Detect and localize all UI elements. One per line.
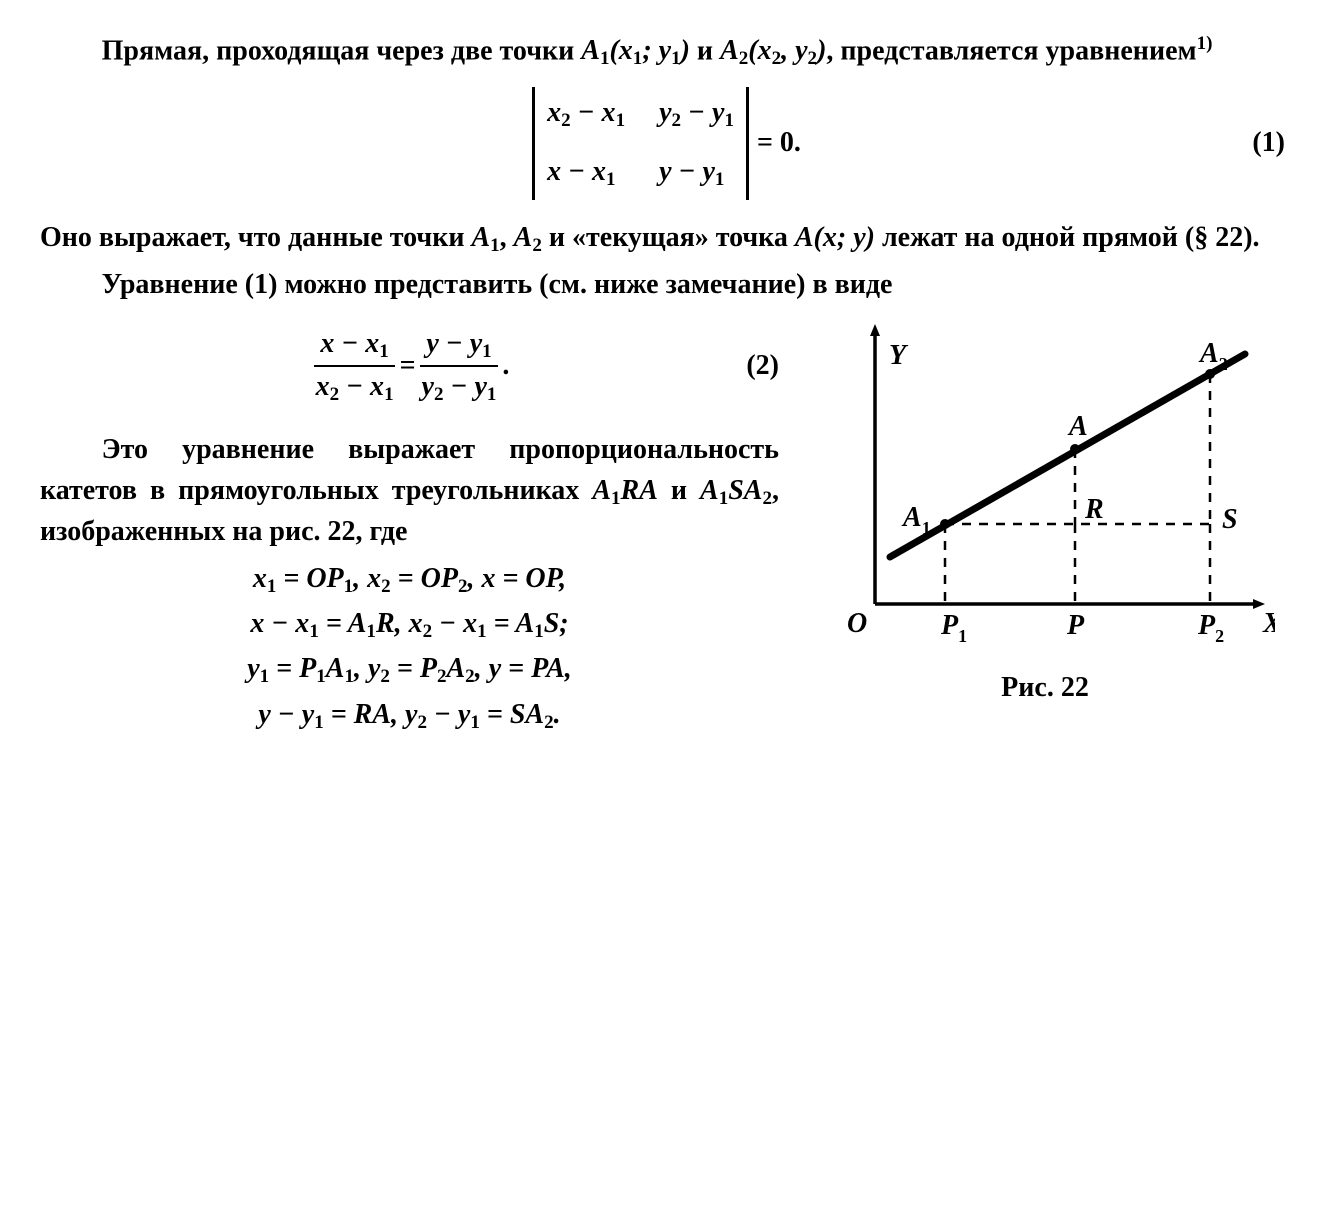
- svg-text:A1: A1: [901, 502, 931, 538]
- eq-number-2: (2): [746, 346, 779, 387]
- svg-text:R: R: [1084, 494, 1104, 525]
- svg-text:A: A: [1067, 411, 1088, 442]
- para-colinear: Оно выражает, что данные точки A1, A2 и …: [40, 218, 1285, 259]
- svg-text:Y: Y: [889, 340, 909, 371]
- svg-text:S: S: [1222, 504, 1238, 535]
- equation-2-fraction: x − x1 x2 − x1 = y − y1 y2 − y1 . (2): [40, 324, 779, 409]
- figure-caption: Рис. 22: [805, 668, 1285, 709]
- svg-text:P2: P2: [1197, 610, 1224, 646]
- svg-text:P: P: [1066, 610, 1085, 641]
- eq-number-1: (1): [1252, 123, 1285, 164]
- svg-text:P1: P1: [940, 610, 967, 646]
- para-rewrite: Уравнение (1) можно представить (см. ниж…: [40, 265, 1285, 306]
- svg-text:A2: A2: [1198, 338, 1228, 374]
- det-c11: x2 − x1: [547, 93, 625, 134]
- det-c21: x − x1: [547, 152, 625, 193]
- det-c12: y2 − y1: [659, 93, 734, 134]
- svg-text:O: O: [847, 608, 867, 639]
- para-triangles: Это уравнение выражает пропорциональност…: [40, 430, 779, 553]
- figure-22: Y X O A1 A A2 R S P1 P P2 Рис. 22: [805, 314, 1285, 709]
- definition-equations: x1 = OP1, x2 = OP2, x = OP, x − x1 = A1R…: [40, 559, 779, 736]
- equation-1-determinant: x2 − x1 y2 − y1 x − x1 y − y1 = 0. (1): [40, 87, 1285, 200]
- det-c22: y − y1: [659, 152, 734, 193]
- svg-text:X: X: [1262, 608, 1275, 639]
- para-line-two-points: Прямая, проходящая через две точки A1(x1…: [40, 30, 1285, 73]
